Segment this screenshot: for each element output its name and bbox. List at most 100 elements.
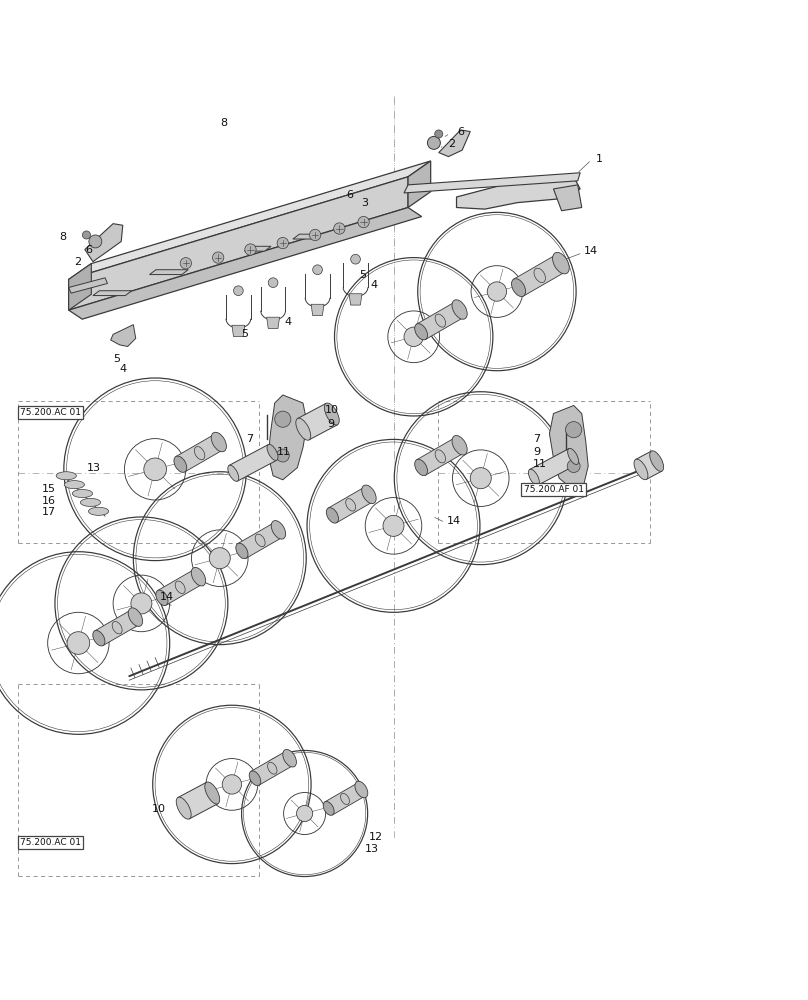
Ellipse shape [346, 499, 356, 511]
Polygon shape [417, 302, 464, 339]
Text: 6: 6 [346, 190, 353, 200]
Ellipse shape [511, 279, 526, 297]
Ellipse shape [323, 801, 334, 815]
Polygon shape [404, 173, 580, 193]
Ellipse shape [634, 459, 648, 480]
Text: 16: 16 [42, 496, 56, 506]
Ellipse shape [534, 268, 545, 283]
Ellipse shape [267, 444, 278, 460]
Text: 5: 5 [113, 354, 120, 364]
Text: 8: 8 [220, 118, 227, 128]
Ellipse shape [249, 771, 261, 786]
Circle shape [334, 223, 345, 234]
Circle shape [131, 593, 152, 614]
Text: 12: 12 [368, 832, 382, 842]
Ellipse shape [228, 465, 238, 481]
Polygon shape [530, 449, 577, 485]
Text: 7: 7 [246, 434, 254, 444]
Text: 5: 5 [241, 329, 248, 339]
Circle shape [383, 515, 404, 536]
Text: 3: 3 [361, 198, 368, 208]
Circle shape [358, 216, 369, 228]
Polygon shape [232, 325, 245, 337]
Circle shape [67, 632, 90, 654]
Polygon shape [238, 523, 283, 558]
Text: 11: 11 [276, 447, 290, 457]
Text: 5: 5 [360, 270, 367, 280]
Text: 13: 13 [87, 463, 101, 473]
Polygon shape [514, 255, 566, 296]
Ellipse shape [267, 762, 277, 774]
Ellipse shape [271, 521, 286, 539]
Ellipse shape [296, 418, 311, 440]
Polygon shape [268, 395, 307, 480]
Circle shape [245, 244, 256, 255]
Ellipse shape [156, 590, 168, 606]
Ellipse shape [128, 608, 143, 626]
Circle shape [566, 422, 582, 438]
Text: 14: 14 [447, 516, 461, 526]
Polygon shape [158, 569, 203, 605]
Ellipse shape [553, 252, 570, 274]
Polygon shape [85, 224, 123, 262]
Ellipse shape [236, 543, 248, 559]
Ellipse shape [452, 300, 467, 319]
Circle shape [275, 411, 291, 427]
Text: 10: 10 [152, 804, 166, 814]
Ellipse shape [93, 630, 105, 646]
Circle shape [297, 805, 313, 822]
Ellipse shape [650, 451, 663, 471]
Polygon shape [408, 161, 431, 208]
Text: 7: 7 [533, 434, 541, 444]
Text: 13: 13 [365, 844, 379, 854]
Ellipse shape [568, 448, 579, 465]
Polygon shape [229, 445, 276, 481]
Text: 1: 1 [596, 154, 604, 164]
Polygon shape [292, 234, 320, 239]
Ellipse shape [80, 498, 100, 506]
Text: 4: 4 [370, 280, 377, 290]
Circle shape [470, 468, 491, 489]
Text: 6: 6 [457, 127, 465, 137]
Ellipse shape [436, 450, 445, 463]
Circle shape [180, 258, 191, 269]
Circle shape [277, 237, 288, 249]
Ellipse shape [204, 782, 220, 804]
Polygon shape [69, 264, 91, 310]
Polygon shape [439, 130, 470, 157]
Polygon shape [636, 451, 662, 479]
Polygon shape [111, 325, 136, 346]
Text: 14: 14 [160, 592, 174, 602]
Ellipse shape [191, 567, 206, 586]
Circle shape [82, 231, 90, 239]
Polygon shape [267, 317, 280, 329]
Polygon shape [69, 161, 431, 279]
Circle shape [222, 775, 242, 794]
Polygon shape [69, 278, 107, 293]
Text: 9: 9 [327, 419, 335, 429]
Polygon shape [553, 185, 582, 211]
Polygon shape [549, 405, 588, 490]
Polygon shape [149, 270, 188, 275]
Polygon shape [325, 783, 365, 815]
Ellipse shape [436, 314, 445, 327]
Text: 75.200.AC 01: 75.200.AC 01 [20, 838, 81, 847]
Ellipse shape [326, 508, 339, 523]
Circle shape [213, 252, 224, 263]
Polygon shape [69, 208, 422, 319]
Text: 17: 17 [42, 507, 56, 517]
Circle shape [427, 136, 440, 149]
Ellipse shape [255, 534, 265, 547]
Ellipse shape [362, 485, 377, 504]
Ellipse shape [112, 621, 122, 634]
Ellipse shape [528, 469, 539, 485]
Polygon shape [297, 403, 338, 440]
Ellipse shape [174, 456, 187, 472]
Polygon shape [93, 291, 132, 296]
Polygon shape [95, 610, 140, 646]
Ellipse shape [89, 507, 108, 515]
Ellipse shape [73, 489, 93, 498]
Ellipse shape [452, 436, 467, 455]
Ellipse shape [355, 781, 368, 798]
Circle shape [487, 282, 507, 301]
